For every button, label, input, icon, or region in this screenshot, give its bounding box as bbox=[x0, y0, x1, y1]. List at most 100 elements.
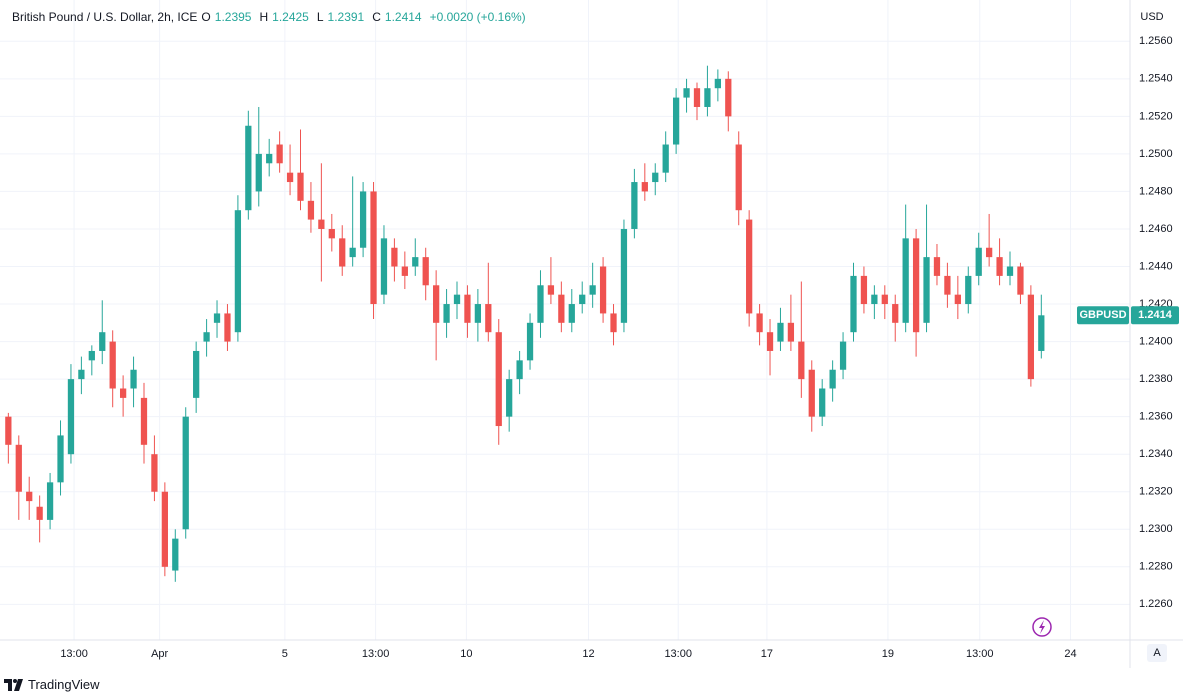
x-tick-label: 19 bbox=[882, 648, 894, 660]
candle-body bbox=[892, 304, 899, 323]
y-tick-label: 1.2540 bbox=[1139, 73, 1173, 85]
candle-body bbox=[986, 247, 993, 258]
candle-body bbox=[787, 322, 795, 342]
candle-body bbox=[443, 304, 450, 323]
candle-body bbox=[652, 172, 659, 183]
candle-body bbox=[746, 219, 753, 314]
candle-body bbox=[193, 350, 200, 398]
candle-body bbox=[36, 506, 43, 520]
candle-body bbox=[526, 322, 534, 361]
x-tick-label: 13:00 bbox=[60, 648, 88, 660]
y-tick-label: 1.2440 bbox=[1139, 260, 1173, 272]
legend-l: 1.2391 bbox=[327, 10, 365, 24]
candle-body bbox=[683, 88, 690, 98]
legend-change: +0.0020 (+0.16%) bbox=[429, 10, 526, 24]
candle-body bbox=[537, 285, 544, 323]
candle-body bbox=[349, 247, 356, 258]
candle-body bbox=[693, 88, 701, 107]
candle-body bbox=[391, 247, 398, 267]
candle-body bbox=[359, 191, 367, 248]
price-tag bbox=[1131, 306, 1179, 325]
candle-body bbox=[109, 341, 116, 389]
brand[interactable]: TradingView bbox=[4, 677, 100, 692]
y-tick-label: 1.2560 bbox=[1139, 35, 1173, 47]
symbol-tag-label: GBPUSD bbox=[1079, 309, 1126, 321]
candle-body bbox=[777, 322, 784, 342]
candle-body bbox=[286, 172, 294, 183]
candle-body bbox=[140, 397, 148, 445]
candle-body bbox=[819, 388, 826, 417]
candle-body bbox=[902, 238, 909, 323]
y-tick-label: 1.2380 bbox=[1139, 373, 1173, 385]
candle-body bbox=[672, 97, 680, 145]
candle-body bbox=[213, 313, 221, 323]
candle-body bbox=[579, 294, 586, 305]
candle-body bbox=[401, 266, 408, 276]
candle-body bbox=[839, 341, 847, 370]
candle-body bbox=[5, 416, 12, 445]
candle-body bbox=[276, 144, 283, 164]
x-tick-label: 24 bbox=[1064, 648, 1076, 660]
candle-body bbox=[412, 257, 419, 267]
candle-body bbox=[224, 313, 231, 342]
candle-body bbox=[829, 369, 836, 389]
y-tick-label: 1.2320 bbox=[1139, 486, 1173, 498]
legend-o: 1.2395 bbox=[214, 10, 252, 24]
x-tick-label: 17 bbox=[761, 648, 773, 660]
candle-body bbox=[756, 313, 763, 333]
candle-body bbox=[662, 144, 669, 173]
candle-body bbox=[860, 275, 868, 305]
alert-icon[interactable] bbox=[1032, 617, 1052, 637]
candle-body bbox=[506, 379, 513, 417]
candle-body bbox=[422, 257, 429, 286]
candle-body bbox=[641, 182, 648, 192]
candle-body bbox=[245, 125, 252, 211]
legend-h: 1.2425 bbox=[272, 10, 309, 24]
legend-l-label: L bbox=[316, 10, 324, 24]
candle-body bbox=[433, 285, 440, 323]
candle-body bbox=[735, 144, 742, 211]
candle-body bbox=[954, 294, 961, 305]
candle-body bbox=[871, 294, 878, 305]
y-tick-label: 1.2340 bbox=[1139, 448, 1173, 460]
y-tick-label: 1.2500 bbox=[1139, 148, 1173, 160]
candle-body bbox=[610, 313, 617, 333]
symbol-tag bbox=[1077, 306, 1129, 325]
candle-body bbox=[119, 388, 127, 398]
candle-body bbox=[495, 332, 502, 427]
candle-body bbox=[182, 416, 189, 530]
candle-body bbox=[766, 332, 774, 351]
candle-body bbox=[234, 210, 242, 333]
candle-body bbox=[547, 285, 555, 295]
legend-title: British Pound / U.S. Dollar, 2h, ICE bbox=[12, 10, 198, 24]
candle-body bbox=[203, 332, 210, 342]
candle-body bbox=[808, 369, 815, 417]
x-tick-label: 5 bbox=[282, 648, 288, 660]
x-tick-label: Apr bbox=[151, 648, 168, 660]
candle-body bbox=[975, 247, 982, 276]
candle-body bbox=[172, 538, 179, 571]
candle-body bbox=[798, 341, 805, 380]
candle-body bbox=[46, 482, 54, 520]
candle-body bbox=[714, 78, 721, 89]
x-tick-label: 13:00 bbox=[362, 648, 390, 660]
x-tick-label: 13:00 bbox=[664, 648, 692, 660]
x-tick-label: 12 bbox=[582, 648, 594, 660]
candle-body bbox=[516, 360, 523, 380]
candle-body bbox=[130, 369, 137, 389]
candle-body bbox=[1006, 266, 1014, 276]
candle-body bbox=[88, 350, 95, 361]
candle-body bbox=[67, 379, 75, 455]
auto-scale-button[interactable]: A bbox=[1147, 644, 1167, 662]
candle-body bbox=[266, 153, 273, 164]
candle-body bbox=[704, 88, 711, 107]
y-tick-label: 1.2280 bbox=[1139, 561, 1173, 573]
legend-o-label: O bbox=[201, 10, 211, 24]
legend-c: 1.2414 bbox=[384, 10, 422, 24]
auto-scale-label[interactable]: A bbox=[1153, 647, 1161, 659]
candle-body bbox=[589, 285, 596, 295]
x-tick-label: 13:00 bbox=[966, 648, 994, 660]
candle-body bbox=[15, 444, 22, 492]
candle-body bbox=[99, 332, 106, 351]
